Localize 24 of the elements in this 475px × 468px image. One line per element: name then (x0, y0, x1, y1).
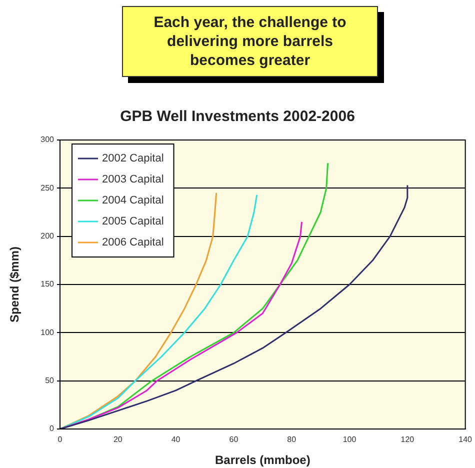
x-tick-label: 40 (171, 435, 181, 444)
y-axis-title: Spend ($mm) (8, 246, 22, 323)
x-tick-label: 0 (58, 435, 63, 444)
x-tick-label: 20 (113, 435, 123, 444)
legend-label: 2004 Capital (102, 194, 164, 207)
x-tick-label: 140 (458, 435, 473, 444)
x-tick-label: 80 (287, 435, 297, 444)
chart-title: GPB Well Investments 2002-2006 (120, 108, 355, 126)
x-tick-label: 60 (229, 435, 239, 444)
y-tick-label: 0 (50, 424, 55, 434)
y-tick-label: 50 (45, 376, 55, 386)
legend-label: 2003 Capital (102, 174, 164, 186)
legend-label: 2005 Capital (102, 216, 164, 228)
y-tick-label: 300 (40, 135, 55, 144)
y-tick-label: 150 (40, 280, 55, 289)
y-tick-label: 250 (40, 183, 55, 192)
y-tick-label: 200 (40, 232, 55, 241)
legend-label: 2006 Capital (102, 236, 164, 249)
x-tick-label: 100 (342, 435, 357, 444)
y-tick-label: 100 (40, 328, 55, 337)
text: Each year, the challenge to delivering more barrels becomes greater (122, 6, 378, 77)
x-axis-title: Barrels (mmboe) (214, 453, 310, 468)
legend-label: 2002 Capital (102, 152, 164, 165)
x-tick-label: 120 (400, 435, 415, 444)
